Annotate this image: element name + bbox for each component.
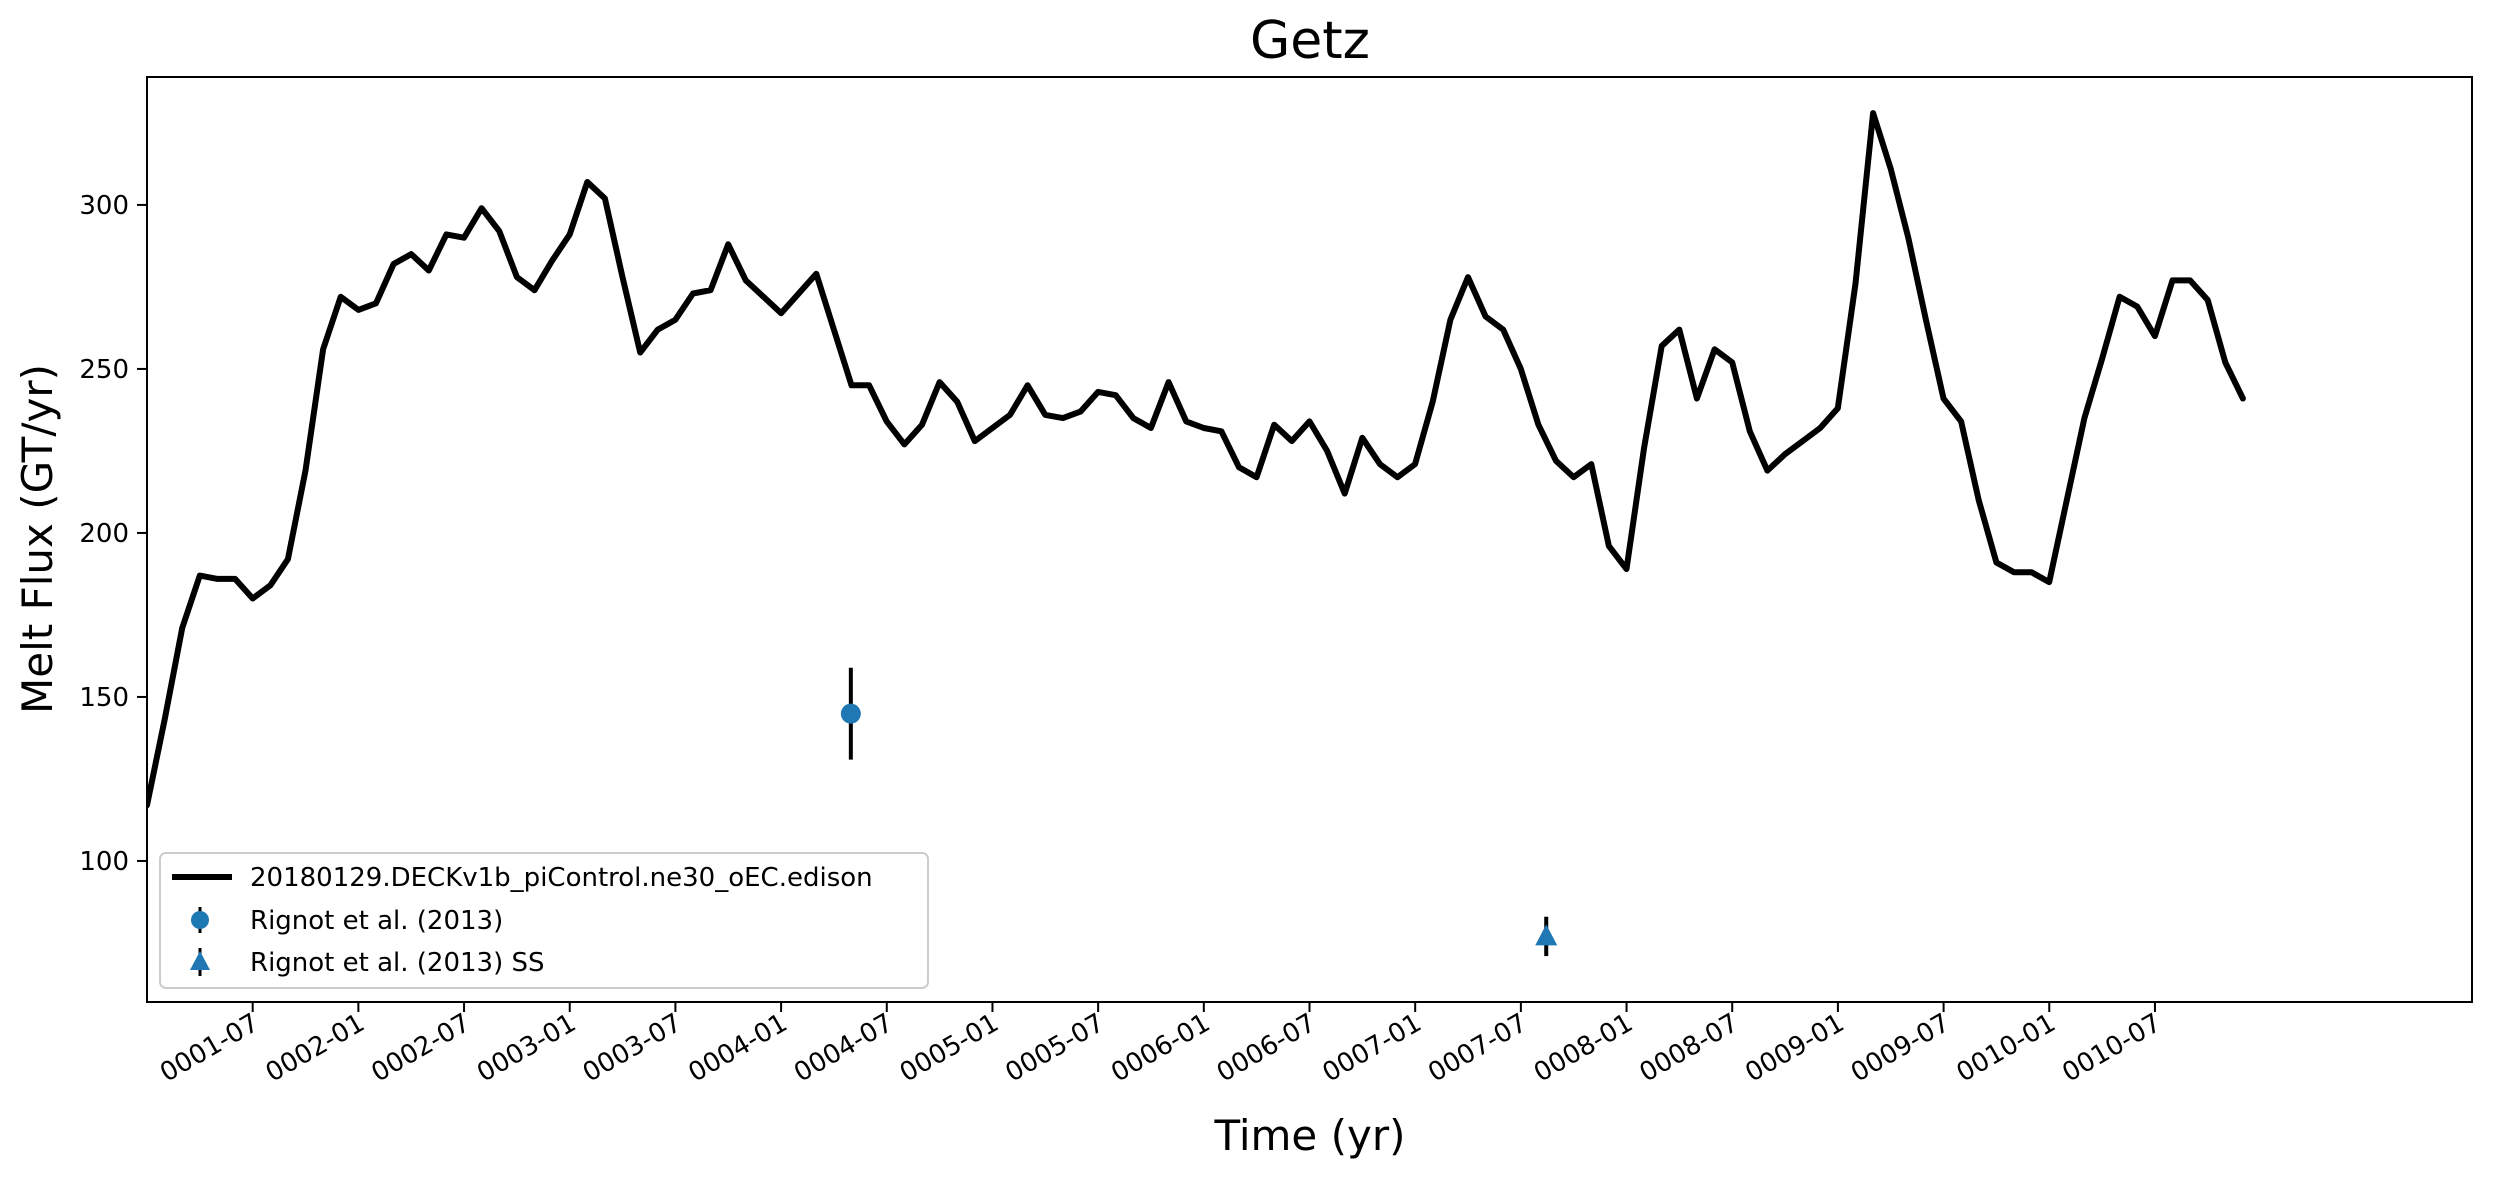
legend-label-model: 20180129.DECKv1b_piControl.ne30_oEC.edis… — [250, 863, 873, 893]
x-tick-label: 0009-07 — [1846, 1008, 1955, 1088]
x-tick-label: 0007-07 — [1423, 1008, 1532, 1088]
y-tick-label: 150 — [79, 683, 129, 713]
x-tick-label: 0005-01 — [895, 1008, 1004, 1088]
x-tick-label: 0008-01 — [1529, 1008, 1638, 1088]
legend: 20180129.DECKv1b_piControl.ne30_oEC.edis… — [159, 852, 929, 989]
x-tick-label: 0002-01 — [261, 1008, 370, 1088]
chart-title: Getz — [1250, 11, 1370, 71]
x-tick-label: 0002-07 — [366, 1008, 475, 1088]
observation-point-0 — [840, 703, 861, 724]
legend-label-rignot: Rignot et al. (2013) — [250, 906, 503, 936]
x-tick-label: 0001-07 — [155, 1008, 264, 1088]
x-tick-label: 0006-01 — [1106, 1008, 1215, 1088]
x-tick-label: 0003-07 — [578, 1008, 687, 1088]
series-line-0 — [147, 110, 2246, 809]
legend-box — [159, 852, 929, 989]
x-tick-label: 0005-07 — [1001, 1008, 1110, 1088]
x-tick-label: 0003-01 — [472, 1008, 581, 1088]
y-axis-label: Melt Flux (GT/yr) — [13, 364, 62, 714]
y-tick-label: 250 — [79, 355, 129, 385]
y-axis-ticks: 100 150 200 250 300 — [79, 191, 147, 877]
plot-area — [147, 110, 2246, 957]
legend-circle-marker — [191, 911, 209, 929]
observation-point-1 — [1535, 924, 1558, 946]
legend-triangle-marker — [190, 951, 210, 970]
x-tick-label: 0009-01 — [1740, 1008, 1849, 1088]
y-tick-label: 100 — [79, 847, 129, 877]
x-axis-ticks: 0001-070002-010002-070003-010003-070004-… — [155, 1002, 2166, 1088]
y-tick-label: 200 — [79, 519, 129, 549]
x-tick-label: 0010-01 — [1952, 1008, 2061, 1088]
legend-label-rignot-ss: Rignot et al. (2013) SS — [250, 948, 545, 978]
x-axis-label: Time (yr) — [1213, 1111, 1405, 1160]
x-tick-label: 0007-01 — [1318, 1008, 1427, 1088]
x-tick-label: 0004-07 — [789, 1008, 898, 1088]
x-tick-label: 0006-07 — [1212, 1008, 1321, 1088]
x-tick-label: 0004-01 — [684, 1008, 793, 1088]
x-tick-label: 0008-07 — [1635, 1008, 1744, 1088]
x-tick-label: 0010-07 — [2057, 1008, 2166, 1088]
y-tick-label: 300 — [79, 191, 129, 221]
